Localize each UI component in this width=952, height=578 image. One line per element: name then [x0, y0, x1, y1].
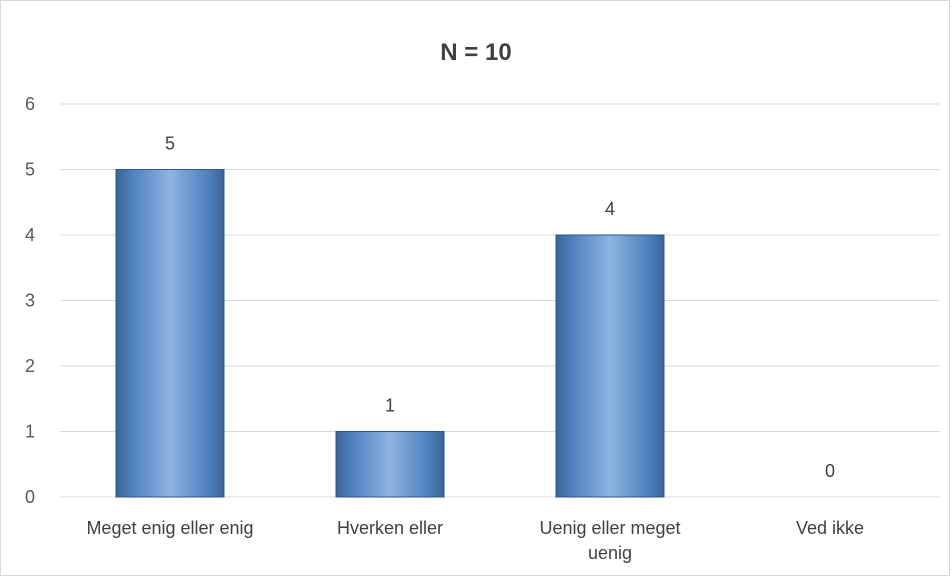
- chart-title: N = 10: [440, 39, 512, 66]
- category-label: Ved ikke: [796, 518, 864, 538]
- y-tick-label: 5: [25, 160, 35, 180]
- y-tick-label: 1: [25, 422, 35, 442]
- y-tick-label: 6: [25, 94, 35, 114]
- data-label: 0: [825, 461, 835, 481]
- bar: [335, 431, 445, 498]
- data-label: 1: [385, 396, 395, 416]
- category-labels: Meget enig eller enig Hverken eller Uenig …: [86, 518, 864, 563]
- bar: [555, 234, 665, 498]
- y-tick-label: 4: [25, 225, 35, 245]
- category-label: Meget enig eller enig: [86, 518, 253, 538]
- category-label: Hverken eller: [337, 518, 443, 538]
- data-labels: 5 1 4 0: [165, 134, 835, 482]
- y-tick-label: 3: [25, 291, 35, 311]
- y-axis-ticks: 0 1 2 3 4 5 6: [25, 94, 35, 507]
- bar: [115, 169, 225, 498]
- bars: [115, 169, 665, 498]
- data-label: 4: [605, 199, 615, 219]
- category-label: Uenig eller meget uenig: [539, 518, 680, 563]
- y-tick-label: 2: [25, 356, 35, 376]
- y-tick-label: 0: [25, 487, 35, 507]
- data-label: 5: [165, 134, 175, 154]
